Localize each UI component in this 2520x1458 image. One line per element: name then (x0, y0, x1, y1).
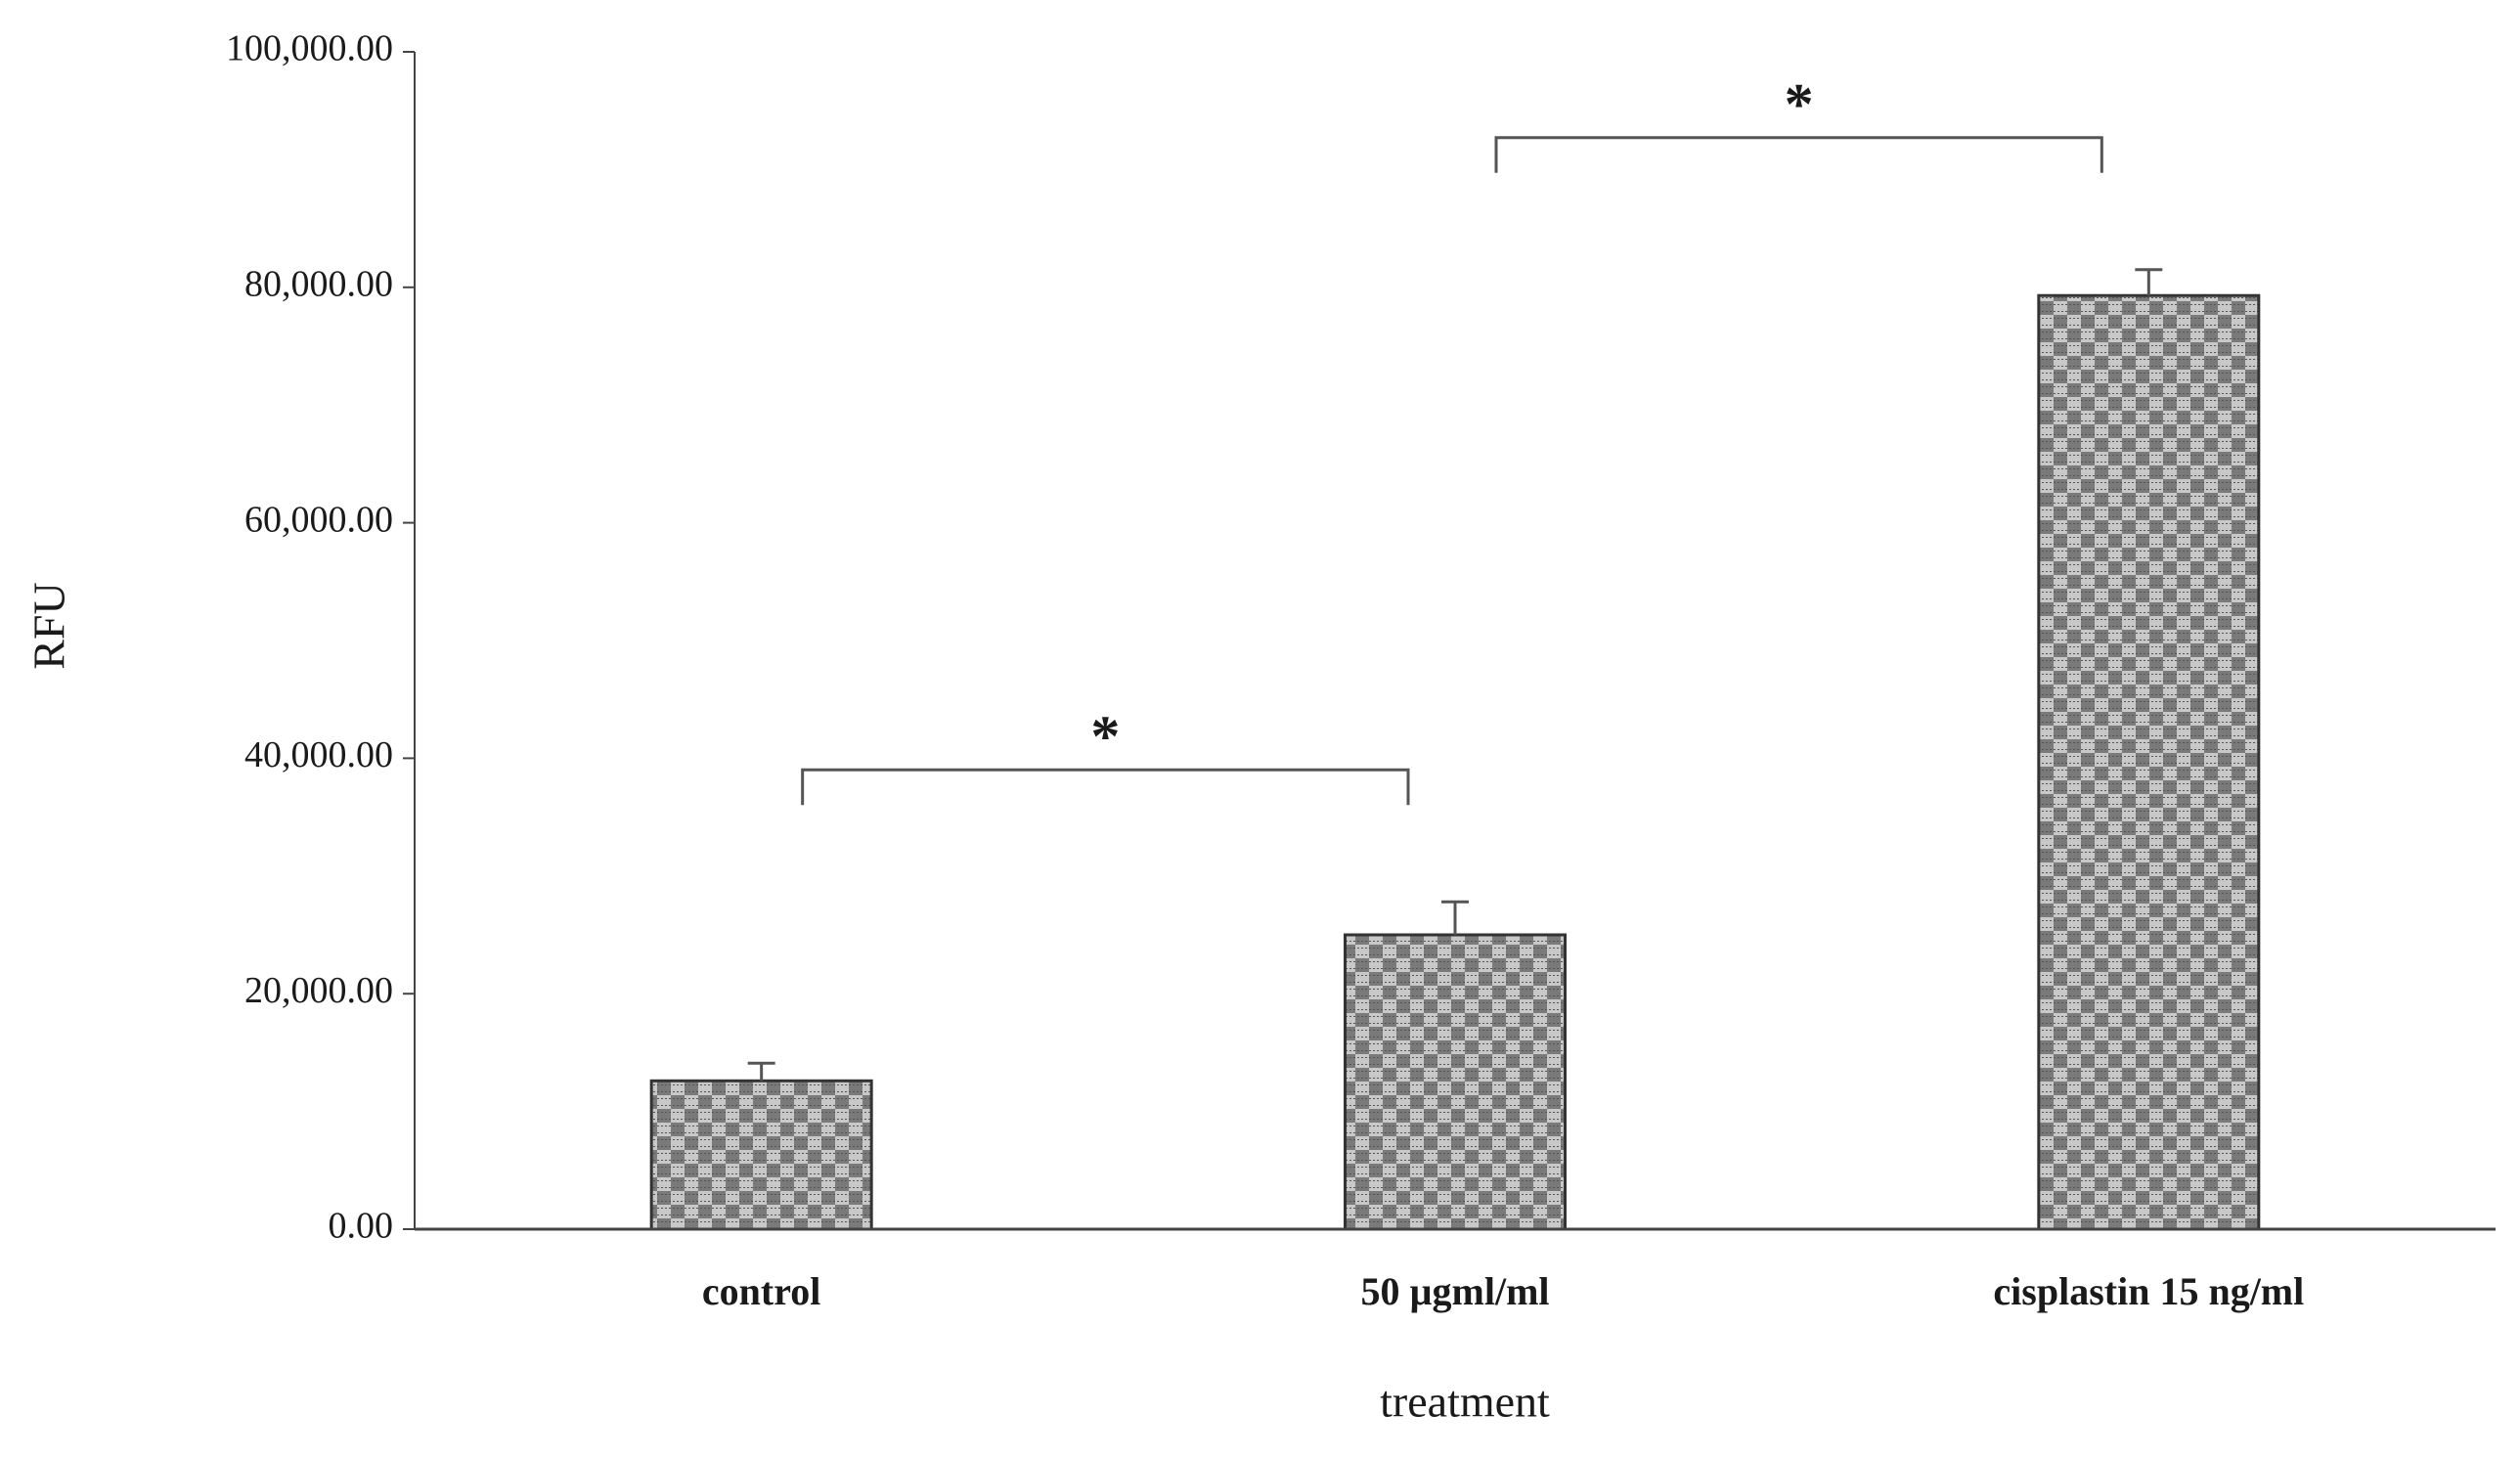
y-tick-label: 0.00 (329, 1206, 394, 1247)
error-bar (747, 1061, 775, 1082)
bar (649, 1079, 873, 1231)
y-tick-label: 60,000.00 (244, 499, 393, 540)
error-bar (2135, 268, 2163, 296)
x-tick-label: 50 µgml/ml (1360, 1269, 1549, 1313)
x-tick-label: control (702, 1269, 820, 1313)
y-axis-title: RFU (24, 582, 74, 669)
bar (2037, 293, 2261, 1231)
y-tick-label: 80,000.00 (244, 264, 393, 305)
x-tick-label: cisplastin 15 ng/ml (1993, 1269, 2304, 1313)
y-tick-label: 20,000.00 (244, 970, 393, 1011)
error-bar (1441, 900, 1469, 935)
x-axis-title: treatment (1380, 1377, 1550, 1427)
bar (1344, 933, 1567, 1231)
significance-bracket (1494, 136, 2103, 173)
y-tick-label: 100,000.00 (226, 28, 393, 69)
significance-star: * (1090, 704, 1120, 769)
significance-star: * (1785, 72, 1814, 137)
significance-bracket (801, 768, 1410, 806)
y-tick-label: 40,000.00 (244, 734, 393, 775)
